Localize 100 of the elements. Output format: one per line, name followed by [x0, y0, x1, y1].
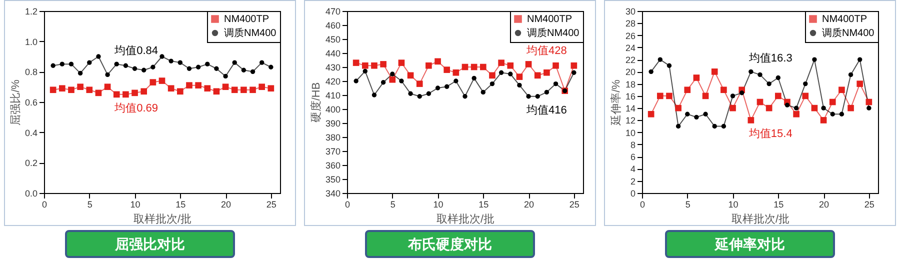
point: [866, 98, 872, 106]
point: [87, 60, 92, 65]
point: [675, 104, 682, 112]
point: [656, 92, 664, 100]
point: [104, 84, 111, 90]
text: 屈强比对比: [65, 230, 235, 258]
point: [86, 86, 93, 94]
y-tick-label: 28: [625, 18, 636, 29]
point: [526, 94, 531, 99]
point: [490, 81, 495, 86]
y-tick-label: 440: [325, 48, 340, 58]
point: [416, 80, 423, 87]
annotation: 均值0.84: [114, 45, 158, 58]
point: [821, 106, 826, 110]
point: [160, 54, 164, 59]
legend-label: NM400TP: [822, 14, 868, 25]
point: [454, 78, 458, 84]
x-tick-label: 5: [390, 200, 396, 210]
point: [866, 106, 872, 110]
point: [776, 75, 780, 80]
point: [730, 94, 736, 98]
point: [232, 60, 237, 65]
point: [703, 112, 708, 116]
point: [258, 84, 266, 90]
point: [371, 62, 378, 69]
point: [784, 102, 790, 108]
y-tick-label: 450: [325, 34, 340, 44]
point: [516, 74, 523, 80]
text: 延伸率对比: [665, 230, 835, 258]
point: [77, 84, 84, 90]
y-tick-label: 350: [325, 174, 340, 184]
point: [525, 61, 532, 68]
y-tick-label: 370: [325, 146, 340, 156]
point: [572, 70, 576, 75]
x-tick-label: 20: [524, 200, 534, 210]
point: [848, 72, 854, 78]
y-tick-label: 400: [325, 104, 340, 114]
y-tick-label: 18: [625, 79, 636, 90]
point: [462, 64, 468, 70]
point: [213, 88, 220, 95]
point: [426, 91, 432, 96]
x-tick-label: 10: [728, 200, 738, 210]
y-tick-label: 380: [325, 132, 340, 142]
text: 布氏硬度对比: [365, 230, 535, 258]
x-tick-label: 10: [130, 200, 140, 210]
y-tick-label: 1.2: [24, 6, 38, 16]
point: [362, 62, 368, 69]
point: [176, 88, 184, 95]
point: [78, 70, 83, 76]
point: [570, 62, 578, 69]
x-tick-label: 20: [819, 200, 830, 210]
y-tick-label: 460: [325, 20, 340, 30]
point: [721, 124, 726, 129]
point: [250, 69, 256, 74]
point: [676, 124, 681, 129]
x-tick-label: 15: [478, 200, 489, 210]
annotation: 均值15.4: [748, 128, 792, 140]
point: [123, 63, 128, 68]
point: [648, 110, 654, 118]
point: [352, 60, 360, 66]
point: [390, 72, 395, 76]
point: [186, 66, 192, 71]
point: [260, 60, 264, 65]
point: [178, 60, 182, 65]
point: [803, 81, 808, 86]
point: [105, 72, 110, 78]
point: [113, 91, 120, 98]
point: [711, 68, 718, 75]
point: [480, 64, 486, 70]
point: [398, 60, 405, 66]
y-tick-label: 12: [625, 116, 636, 126]
y-axis-title: 硬度/HB: [309, 82, 322, 123]
point: [268, 85, 274, 92]
point: [666, 92, 672, 100]
point: [858, 57, 862, 62]
point: [205, 62, 210, 66]
point: [720, 86, 727, 94]
point: [829, 98, 836, 106]
y-tick-label: 20: [625, 67, 636, 78]
point: [685, 112, 690, 116]
point: [196, 64, 201, 70]
annotation: 均值416: [526, 104, 567, 116]
point: [730, 104, 736, 112]
x-tick-label: 5: [685, 200, 690, 210]
point: [58, 85, 66, 92]
point: [435, 86, 440, 90]
point: [470, 64, 478, 70]
x-tick-label: 25: [266, 200, 276, 210]
y-tick-label: 0.2: [24, 158, 38, 168]
y-tick-label: 430: [325, 62, 340, 72]
point: [544, 90, 550, 95]
point: [158, 78, 166, 84]
legend-label: 调质NM400: [527, 27, 580, 39]
point: [766, 104, 772, 112]
point: [142, 68, 146, 72]
point: [848, 104, 854, 112]
y-tick-label: 24: [625, 42, 636, 53]
point: [354, 78, 358, 84]
point: [684, 86, 691, 94]
legend-label: NM400TP: [224, 14, 270, 25]
